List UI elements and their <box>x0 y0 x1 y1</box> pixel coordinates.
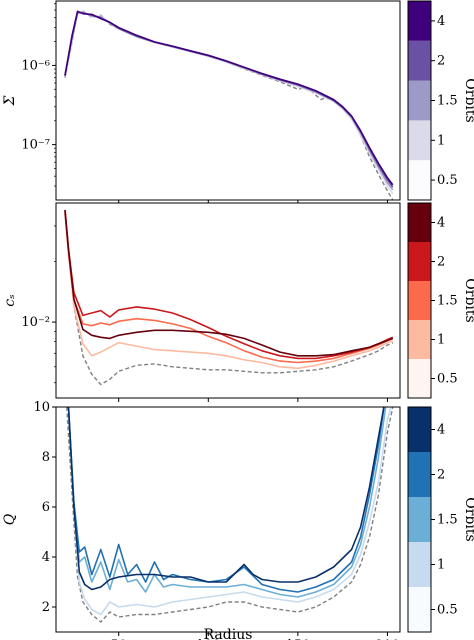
series-line-2 <box>64 212 394 370</box>
series-line-2 <box>67 407 392 616</box>
colorbar-frame <box>407 406 432 633</box>
y-tick-label: 8 <box>42 450 50 465</box>
series-group <box>66 407 394 623</box>
colorbar-segment <box>408 40 431 81</box>
series-group <box>64 9 394 200</box>
series-line-3 <box>64 212 394 364</box>
panel-3: 50 100 150 200 2 4 6 8 10 Q Radius 0.5 1 1.5 2 4 Orbits <box>2 400 474 640</box>
colorbar-tick-label: 2 <box>437 468 445 483</box>
axes-frame <box>55 0 401 201</box>
y-tick-label: 6 <box>42 500 50 515</box>
y-tick-label: 10⁻⁷ <box>21 138 50 153</box>
colorbar-segment <box>408 542 431 587</box>
colorbar-tick-label: 1.5 <box>437 94 458 109</box>
series-group <box>64 209 394 386</box>
y-tick-label: 10⁻⁶ <box>21 58 50 73</box>
plot-area <box>56 1 400 200</box>
y-tick-label: 2 <box>42 600 50 615</box>
colorbar-tick-label: 2 <box>437 255 445 270</box>
colorbar-segment <box>408 160 431 200</box>
x-tick-label: 200 <box>375 638 400 640</box>
colorbar-tick-label: 1.5 <box>437 294 458 309</box>
y-axis-label: Q <box>2 513 18 525</box>
series-line-4 <box>64 209 394 360</box>
colorbar-segment <box>408 1 431 41</box>
y-axis-label: cₛ <box>2 294 18 307</box>
colorbar-tick-label: 4 <box>437 216 445 231</box>
y-tick-label: 10⁻² <box>21 315 50 330</box>
colorbar-segment <box>408 587 431 632</box>
x-tick-label: 150 <box>285 638 310 640</box>
colorbar-tick-label: 2 <box>437 54 445 69</box>
y-tick-label: 10 <box>33 400 50 415</box>
colorbar-label: Orbits <box>462 278 474 322</box>
colorbar-segment <box>408 359 431 398</box>
colorbar-tick-label: 1.5 <box>437 513 458 528</box>
x-tick-label: 100 <box>196 638 221 640</box>
colorbar-segment <box>408 242 431 281</box>
colorbar: 0.5 1 1.5 2 4 Orbits <box>407 0 474 201</box>
y-axis-label: Σ <box>2 95 18 106</box>
series-line-5 <box>64 10 394 186</box>
colorbar-segment <box>408 80 431 121</box>
y-tick-label: 4 <box>42 550 50 565</box>
panel-1: 10⁻⁶ 10⁻⁷ Σ 0.5 1 1.5 2 4 Orbits <box>2 0 474 204</box>
x-axis-label: Radius <box>204 627 253 640</box>
colorbar-tick-label: 4 <box>437 423 445 438</box>
colorbar-tick-label: 0.5 <box>437 603 458 618</box>
colorbar-segment <box>408 407 431 452</box>
colorbar-segment <box>408 452 431 497</box>
colorbar-tick-label: 1 <box>437 558 445 573</box>
colorbar-segment <box>408 320 431 359</box>
x-tick-label: 50 <box>110 638 127 640</box>
series-line-1 <box>64 212 394 386</box>
colorbar-segment <box>408 120 431 161</box>
axes-frame <box>55 202 401 399</box>
colorbar-tick-label: 4 <box>437 14 445 29</box>
colorbar-label: Orbits <box>462 497 474 541</box>
colorbar: 0.5 1 1.5 2 4 Orbits <box>407 406 474 633</box>
series-line-5 <box>67 407 385 591</box>
plot-area <box>56 407 400 632</box>
colorbar-label: Orbits <box>462 78 474 122</box>
plot-area <box>56 203 400 398</box>
colorbar-segment <box>408 203 431 242</box>
series-line-1 <box>66 407 394 623</box>
colorbar-tick-label: 1 <box>437 333 445 348</box>
axes-frame <box>55 406 401 633</box>
panel-2: 10⁻²cₛ 0.5 1 1.5 2 4 Orbits <box>2 202 474 402</box>
colorbar-frame <box>407 202 432 399</box>
colorbar-frame <box>407 0 432 201</box>
colorbar-segment <box>408 281 431 320</box>
series-line-3 <box>67 407 387 598</box>
colorbar: 0.5 1 1.5 2 4 Orbits <box>407 202 474 399</box>
colorbar-segment <box>408 497 431 542</box>
colorbar-tick-label: 0.5 <box>437 173 458 188</box>
colorbar-tick-label: 0.5 <box>437 372 458 387</box>
series-line-5 <box>64 209 394 357</box>
colorbar-tick-label: 1 <box>437 133 445 148</box>
